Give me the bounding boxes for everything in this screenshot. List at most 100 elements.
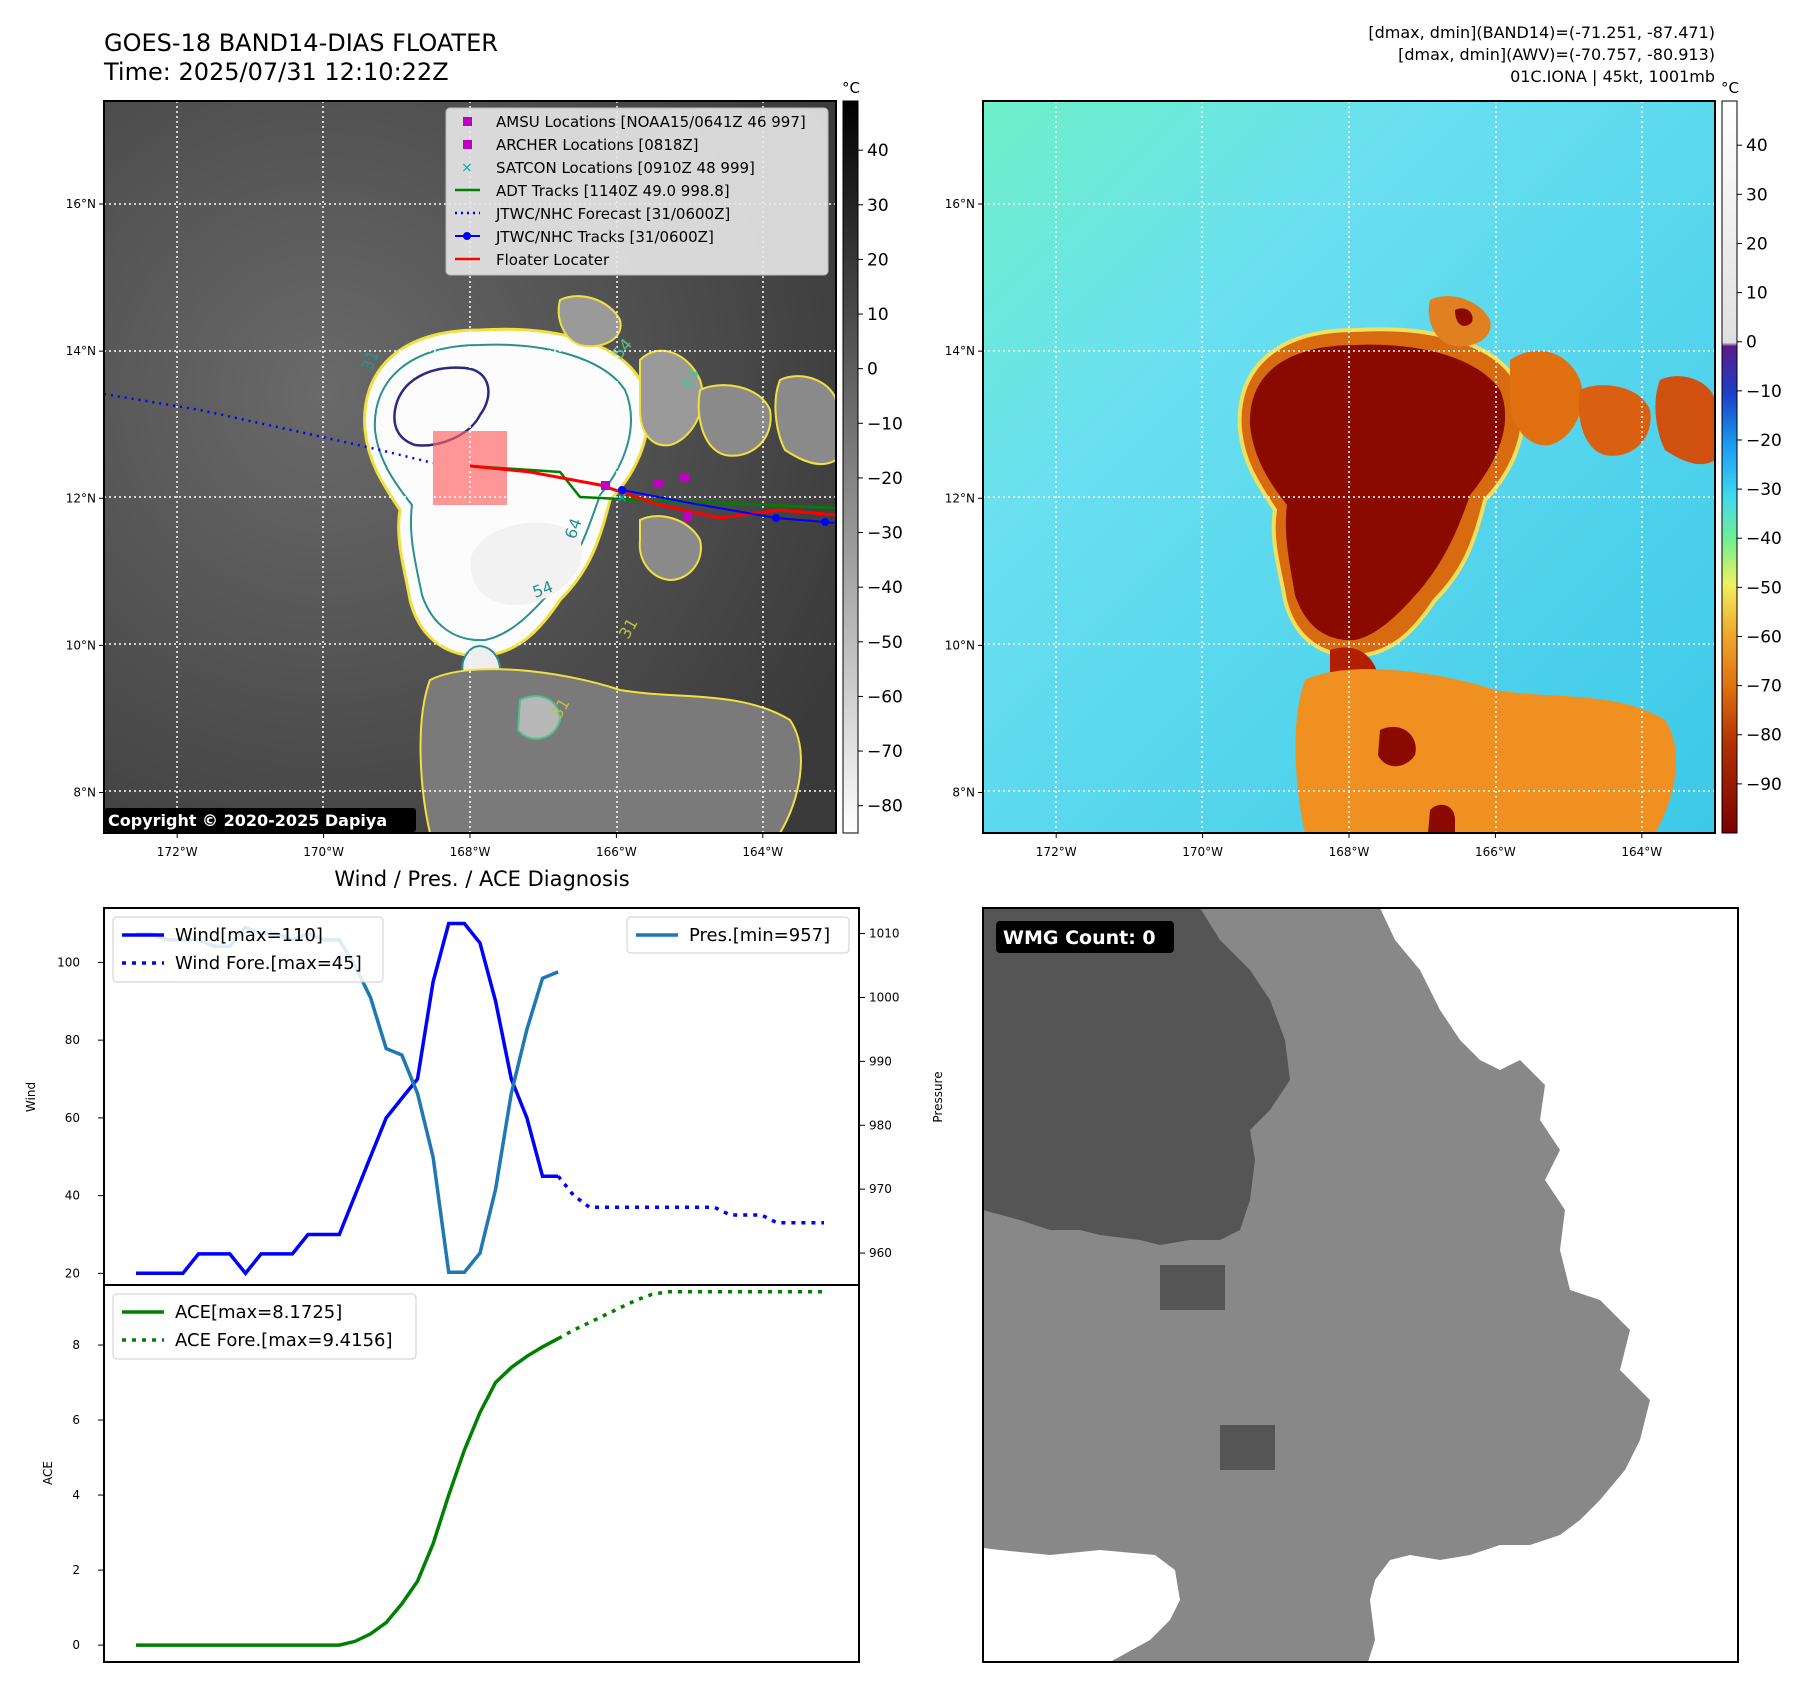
- pressure-y-axis: 960 970 980 990 1000 1010: [859, 927, 900, 1260]
- pressure-legend: Pres.[min=957]: [626, 916, 850, 954]
- wind-tick-label: 40: [65, 1189, 80, 1203]
- wind-legend: Wind[max=110] Wind Fore.[max=45]: [112, 916, 384, 983]
- colorbar-label: 10: [867, 305, 889, 325]
- ace-tick-label: 0: [72, 1638, 80, 1652]
- colorbar-label: −80: [1746, 726, 1782, 746]
- colorbar-label: −70: [1746, 677, 1782, 697]
- wmg-panel: WMG Count: 0: [982, 907, 1739, 1663]
- colorbar-label: −10: [1746, 382, 1782, 402]
- diagnosis-chart: Wind / Pres. / ACE Diagnosis Wind Pressu…: [24, 867, 945, 1663]
- ace-tick-label: 6: [72, 1413, 80, 1427]
- ace-tick-label: 8: [72, 1338, 80, 1352]
- lat-label: 14°N: [66, 344, 96, 358]
- figure-title: GOES-18 BAND14-DIAS FLOATER: [104, 29, 498, 57]
- colorbar-label: 0: [867, 360, 878, 380]
- legend-jtwc-tracks: JTWC/NHC Tracks [31/0600Z]: [495, 228, 714, 246]
- colorbar-label: 30: [1746, 185, 1768, 205]
- legend-wind: Wind[max=110]: [175, 925, 323, 946]
- ace-ylabel: ACE: [41, 1461, 55, 1485]
- colorbar-label: 40: [1746, 136, 1768, 156]
- colorbar-label: −30: [867, 524, 903, 544]
- legend-ace: ACE[max=8.1725]: [175, 1302, 342, 1323]
- legend-amsu: AMSU Locations [NOAA15/0641Z 46 997]: [496, 113, 806, 131]
- ir-colorbar-ticks: 40 30 20 10 0 −10 −20 −30 −40 −50 −60 −70 −80: [858, 141, 903, 817]
- ace-y-axis: 0 2 4 6 8: [72, 1338, 104, 1652]
- colorbar-label: −20: [867, 469, 903, 489]
- wind-tick-label: 60: [65, 1111, 80, 1125]
- legend-ace-fore: ACE Fore.[max=9.4156]: [175, 1330, 393, 1351]
- colorbar-label: −60: [1746, 627, 1782, 647]
- jtwc-track-points: [618, 486, 829, 526]
- figure-time: Time: 2025/07/31 12:10:22Z: [103, 58, 449, 86]
- lon-label: 172°W: [157, 845, 198, 859]
- ir-lat-axis: 16°N 14°N 12°N 10°N 8°N: [66, 197, 104, 800]
- awv-colorbar-unit: °C: [1721, 79, 1739, 97]
- awv-lat-axis: 16°N 14°N 12°N 10°N 8°N: [945, 197, 983, 800]
- wmg-count-badge: WMG Count: 0: [1003, 927, 1156, 949]
- wind-tick-label: 20: [65, 1266, 80, 1280]
- lon-label: 164°W: [742, 845, 783, 859]
- lon-label: 166°W: [596, 845, 637, 859]
- wmg-frame: [982, 907, 1739, 1663]
- colorbar-label: −30: [1746, 480, 1782, 500]
- colorbar-label: 30: [867, 196, 889, 216]
- legend-pressure: Pres.[min=957]: [689, 925, 830, 946]
- copyright: Copyright © 2020-2025 Dapiya: [108, 811, 387, 830]
- pressure-tick-label: 990: [869, 1054, 892, 1068]
- awv-panel: °C 403020100−10−20−30−40−50−60−70−80−90 …: [945, 79, 1782, 859]
- pressure-tick-label: 1000: [869, 990, 900, 1004]
- ace-tick-label: 2: [72, 1563, 80, 1577]
- wind-y-axis: 20 40 60 80 100: [57, 955, 104, 1280]
- awv-lon-axis: 172°W 170°W 168°W 166°W 164°W: [1036, 833, 1662, 859]
- amsu-archer-markers: [601, 473, 692, 521]
- lon-label: 168°W: [450, 845, 491, 859]
- wind-tick-label: 80: [65, 1033, 80, 1047]
- wmg-dark-region: [983, 908, 1290, 1245]
- svg-text:×: ×: [461, 160, 473, 176]
- colorbar-label: 20: [867, 250, 889, 270]
- lon-label: 164°W: [1621, 845, 1662, 859]
- pressure-tick-label: 1010: [869, 927, 900, 941]
- pressure-tick-label: 980: [869, 1118, 892, 1132]
- floater-track: [469, 464, 836, 520]
- stats-awv: [dmax, dmin](AWV)=(-70.757, -80.913): [1398, 45, 1715, 64]
- colorbar-label: 10: [1746, 284, 1768, 304]
- colorbar-label: −50: [867, 633, 903, 653]
- jtwc-forecast-track: [104, 392, 434, 465]
- wind-line: [136, 921, 559, 1277]
- wmg-dark-patch: [1160, 1265, 1225, 1310]
- legend-archer: ARCHER Locations [0818Z]: [496, 136, 699, 154]
- lat-label: 8°N: [952, 786, 975, 800]
- colorbar-label: 20: [1746, 234, 1768, 254]
- colorbar-label: −40: [867, 578, 903, 598]
- satcon-marker: ×: [616, 490, 628, 506]
- awv-cloud-mass: [1237, 296, 1715, 833]
- ir-panel: 31 54 64 31 54 64 31 ×: [66, 79, 903, 859]
- ace-forecast-line: [557, 1290, 824, 1341]
- lat-label: 12°N: [945, 491, 975, 505]
- wmg-dark-patch: [1220, 1425, 1275, 1470]
- ace-series-group: [136, 1290, 824, 1647]
- ace-legend: ACE[max=8.1725] ACE Fore.[max=9.4156]: [112, 1293, 417, 1360]
- legend-satcon: SATCON Locations [0910Z 48 999]: [496, 159, 755, 177]
- lon-label: 168°W: [1329, 845, 1370, 859]
- ir-colorbar: [842, 100, 859, 834]
- colorbar-label: 0: [1746, 333, 1757, 353]
- colorbar-label: 40: [867, 141, 889, 161]
- ir-colorbar-unit: °C: [842, 79, 860, 97]
- storm-info: 01C.IONA | 45kt, 1001mb: [1510, 67, 1715, 86]
- wind-ylabel: Wind: [24, 1082, 38, 1112]
- legend-adt: ADT Tracks [1140Z 49.0 998.8]: [496, 182, 730, 200]
- lat-label: 10°N: [945, 638, 975, 652]
- colorbar-label: −40: [1746, 529, 1782, 549]
- legend-jtwc-forecast: JTWC/NHC Forecast [31/0600Z]: [495, 205, 730, 223]
- ace-tick-label: 4: [72, 1488, 80, 1502]
- colorbar-label: −90: [1746, 775, 1782, 795]
- lat-label: 14°N: [945, 344, 975, 358]
- lat-label: 8°N: [73, 786, 96, 800]
- lon-label: 170°W: [303, 845, 344, 859]
- ace-line: [136, 1337, 560, 1647]
- colorbar-label: −60: [867, 687, 903, 707]
- stats-band14: [dmax, dmin](BAND14)=(-71.251, -87.471): [1368, 23, 1715, 42]
